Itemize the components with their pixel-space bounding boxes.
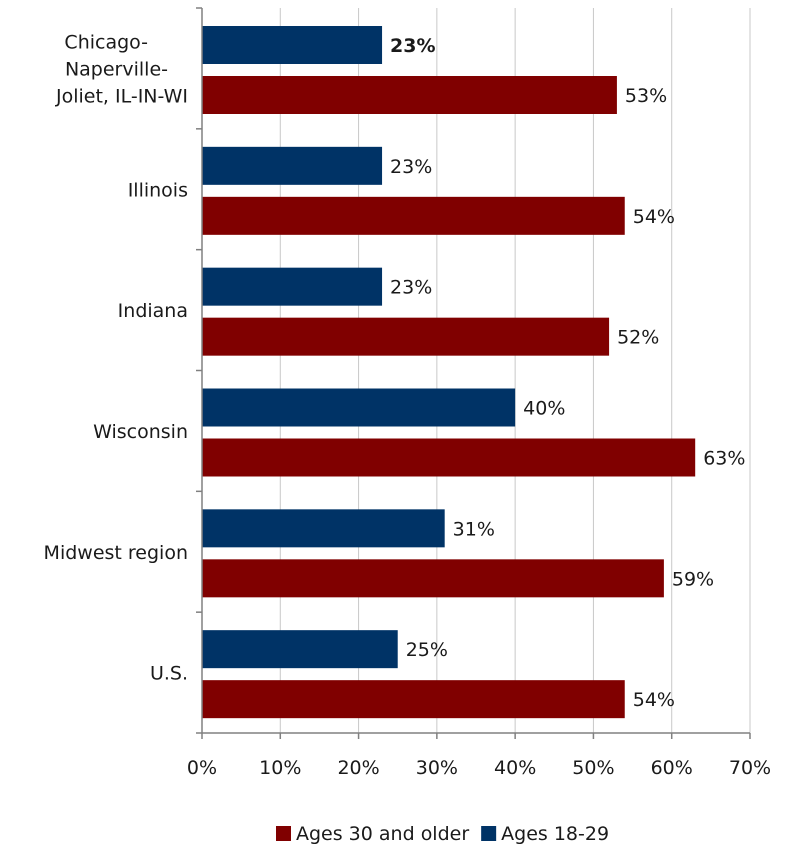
gridlines — [279, 8, 751, 733]
bar-ages-18-29-4 — [202, 509, 445, 548]
x-tick-label-50: 50% — [572, 757, 614, 779]
data-label-ages-30-older-4: 59% — [672, 568, 714, 590]
bar-ages-30-older-5 — [202, 680, 625, 719]
bar-ages-30-older-2 — [202, 317, 610, 356]
category-label-2: Indiana — [118, 300, 188, 322]
data-label-ages-18-29-1: 23% — [390, 156, 432, 178]
x-tick-label-20: 20% — [337, 757, 379, 779]
bar-ages-18-29-3 — [202, 388, 516, 427]
data-labels: 23% 53% 23% 54% 23% 52% 40% 63% 31% 59% 25% 54% — [390, 35, 745, 711]
category-label-4: Midwest region — [44, 542, 188, 564]
bar-ages-30-older-4 — [202, 559, 664, 598]
x-tick-label-0: 0% — [187, 757, 217, 779]
data-label-ages-18-29-2: 23% — [390, 277, 432, 299]
data-label-ages-18-29-4: 31% — [453, 518, 495, 540]
legend-label-ages-30-older: Ages 30 and older — [296, 823, 469, 845]
bar-ages-18-29-2 — [202, 267, 383, 306]
category-label-1: Illinois — [128, 179, 188, 201]
legend: Ages 30 and older Ages 18-29 — [276, 823, 609, 845]
legend-label-ages-18-29: Ages 18-29 — [501, 823, 609, 845]
data-label-ages-30-older-3: 63% — [703, 448, 745, 470]
data-label-ages-18-29-5: 25% — [406, 639, 448, 661]
data-label-ages-30-older-2: 52% — [617, 327, 659, 349]
legend-swatch-ages-30-older — [276, 826, 291, 841]
legend-swatch-ages-18-29 — [481, 826, 497, 841]
bars — [202, 26, 696, 719]
category-label-0: Chicago-Naperville-Joliet, IL-IN-WI — [55, 31, 188, 107]
bar-ages-18-29-1 — [202, 146, 383, 185]
bar-ages-30-older-3 — [202, 438, 696, 477]
x-tick-label-60: 60% — [651, 757, 693, 779]
x-tick-label-40: 40% — [494, 757, 536, 779]
data-label-ages-18-29-0: 23% — [390, 35, 435, 57]
bar-ages-30-older-1 — [202, 196, 625, 235]
data-label-ages-30-older-5: 54% — [633, 689, 675, 711]
bar-ages-18-29-0 — [202, 26, 383, 64]
axes: Chicago-Naperville-Joliet, IL-IN-WI Illin… — [44, 7, 771, 779]
data-label-ages-30-older-1: 54% — [633, 206, 675, 228]
data-label-ages-30-older-0: 53% — [625, 85, 667, 107]
data-label-ages-18-29-3: 40% — [523, 398, 565, 420]
category-label-5: U.S. — [150, 663, 188, 685]
x-tick-label-10: 10% — [259, 757, 301, 779]
bar-ages-18-29-5 — [202, 630, 398, 669]
x-tick-label-30: 30% — [416, 757, 458, 779]
x-tick-label-70: 70% — [729, 757, 771, 779]
category-label-3: Wisconsin — [93, 421, 188, 443]
bar-ages-30-older-0 — [202, 76, 617, 114]
